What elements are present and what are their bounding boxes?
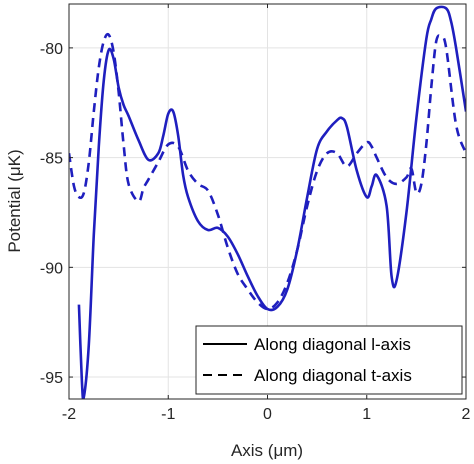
legend-box bbox=[195, 325, 463, 395]
x-axis-label: Axis (μm) bbox=[231, 441, 303, 460]
y-axis-label: Potential (μK) bbox=[5, 149, 24, 252]
x-tick-label: -1 bbox=[161, 406, 175, 423]
x-tick-label: 0 bbox=[263, 406, 272, 423]
legend-label-t-axis: Along diagonal t-axis bbox=[254, 366, 412, 385]
x-tick-label: 1 bbox=[362, 406, 371, 423]
series-line-l-axis bbox=[77, 5, 466, 399]
legend: Along diagonal l-axis Along diagonal t-a… bbox=[195, 325, 463, 395]
data-series bbox=[69, 5, 466, 399]
series-line-t-axis bbox=[69, 32, 466, 311]
x-tick-label: -2 bbox=[62, 406, 76, 423]
y-tick-label: -85 bbox=[40, 151, 63, 168]
y-tick-label: -80 bbox=[40, 41, 63, 58]
legend-label-l-axis: Along diagonal l-axis bbox=[254, 335, 411, 354]
axis-ticks: -2 -1 0 1 2 -95 -90 -85 -80 bbox=[40, 4, 471, 423]
x-tick-label: 2 bbox=[462, 406, 471, 423]
y-tick-label: -90 bbox=[40, 260, 63, 277]
y-tick-label: -95 bbox=[40, 370, 63, 387]
